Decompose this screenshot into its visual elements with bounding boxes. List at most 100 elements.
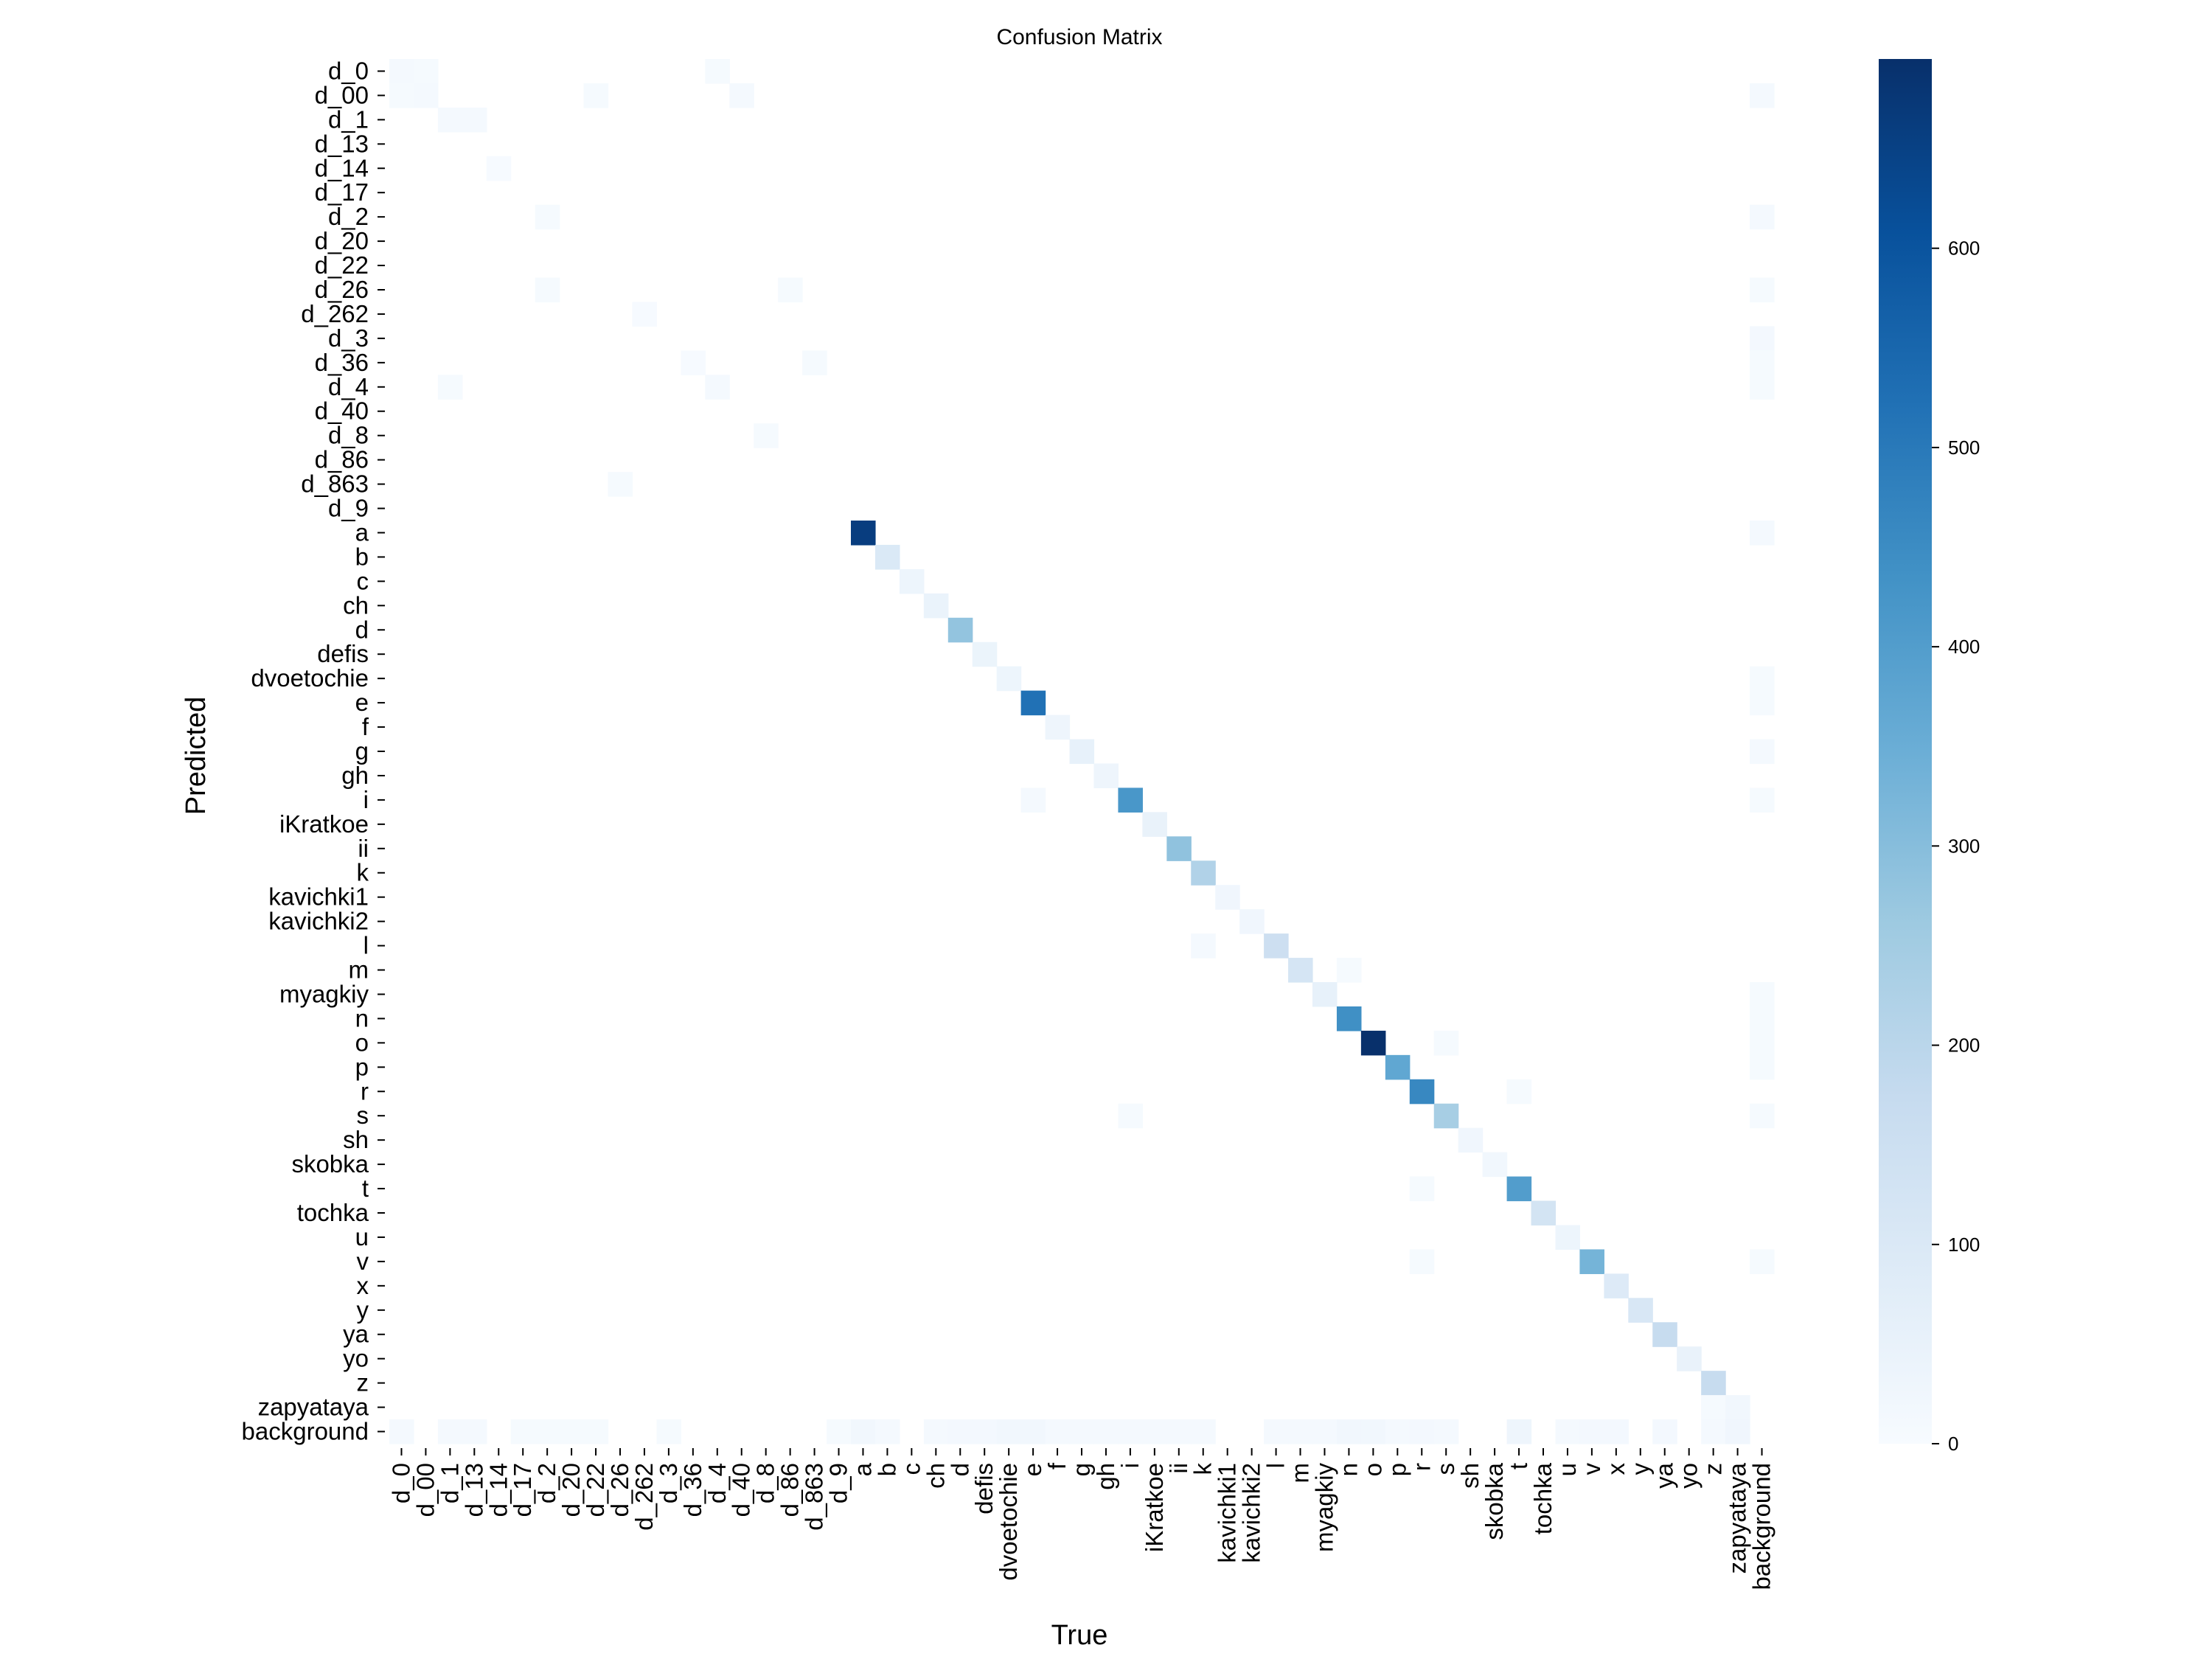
y-tick-label: gh [341, 762, 369, 789]
cell-d_00-background [1750, 83, 1775, 108]
x-tick-label: iKratkoe [1141, 1463, 1168, 1552]
y-tick-label: d_17 [315, 178, 369, 206]
x-tick-label: z [1700, 1463, 1727, 1475]
cell-v-r [1409, 1249, 1435, 1274]
cell-background-defis [972, 1419, 998, 1444]
y-tick-label: kavichki2 [268, 908, 369, 935]
cell-background-u [1555, 1419, 1581, 1444]
x-tick-label: d_22 [582, 1463, 609, 1517]
cell-yo-yo [1677, 1346, 1702, 1371]
y-tick-label: d_0 [328, 57, 369, 84]
cell-n-background [1750, 1006, 1775, 1032]
cell-skobka-skobka [1482, 1152, 1508, 1178]
y-tick-label: d_262 [301, 300, 369, 327]
cell-o-s [1433, 1030, 1459, 1056]
heatmap-cells [389, 59, 1775, 1444]
y-tick-label: myagkiy [279, 980, 369, 1007]
y-tick-label: d_14 [315, 154, 369, 181]
cell-background-x [1604, 1419, 1629, 1444]
y-tick-label: skobka [291, 1150, 369, 1178]
cell-d_00-d_00 [413, 83, 439, 108]
y-tick-label: i [364, 786, 369, 813]
cell-d_4-background [1750, 375, 1775, 400]
cell-m-m [1288, 958, 1313, 983]
cell-background-d [947, 1419, 973, 1444]
y-tick-label: v [357, 1248, 369, 1275]
y-tick-label: a [355, 518, 369, 546]
x-tick-label: f [1043, 1462, 1071, 1470]
cell-e-background [1750, 690, 1775, 716]
cell-l-l [1264, 933, 1289, 959]
cell-d_36-d_36 [681, 350, 706, 375]
y-tick-label: ii [358, 835, 369, 862]
cell-zapyataya-z [1701, 1395, 1726, 1420]
cell-kavichki1-kavichki1 [1215, 885, 1240, 910]
cell-t-r [1409, 1176, 1435, 1202]
cell-background-a [851, 1419, 876, 1444]
cell-background-d_13 [462, 1419, 487, 1444]
colorbar-tick-label: 0 [1948, 1433, 1958, 1455]
y-tick-label: l [364, 932, 369, 959]
cell-background-m [1288, 1419, 1313, 1444]
x-tick-label: d_86 [776, 1463, 804, 1517]
x-tick-label: background [1748, 1463, 1775, 1590]
cell-i-i [1118, 787, 1143, 813]
x-tick-label: u [1554, 1463, 1581, 1476]
cell-gh-gh [1093, 763, 1119, 789]
y-tick-label: t [362, 1175, 369, 1202]
x-tick-label: d_40 [728, 1463, 755, 1517]
x-tick-label: tochka [1529, 1462, 1557, 1534]
cell-d_26-background [1750, 277, 1775, 303]
cell-y-y [1628, 1298, 1653, 1323]
x-tick-label: b [873, 1463, 900, 1476]
x-tick-label: p [1383, 1463, 1411, 1476]
cell-background-n [1336, 1419, 1362, 1444]
cell-d_1-d_1 [437, 107, 463, 133]
cell-d_26-d_86 [778, 277, 803, 303]
y-tick-label: sh [343, 1126, 369, 1153]
y-tick-label: f [362, 713, 369, 740]
cell-t-t [1506, 1176, 1532, 1202]
x-tick-label: ii [1165, 1463, 1192, 1474]
y-tick-label: g [355, 737, 369, 765]
cell-d_0-d_00 [413, 59, 439, 84]
y-tick-label: ch [343, 591, 369, 619]
x-tick-label: v [1578, 1463, 1605, 1475]
cell-background-t [1506, 1419, 1532, 1444]
x-tick-label: ch [922, 1463, 949, 1489]
cell-iKratkoe-iKratkoe [1142, 812, 1167, 837]
x-tick-label: d_13 [460, 1463, 487, 1517]
cell-tochka-tochka [1531, 1200, 1557, 1226]
cell-c-c [899, 568, 925, 594]
cell-d_36-d_863 [802, 350, 827, 375]
cell-myagkiy-background [1750, 982, 1775, 1007]
cell-background-myagkiy [1312, 1419, 1338, 1444]
x-tick-label: e [1019, 1463, 1046, 1476]
cell-background-z [1701, 1419, 1726, 1444]
cell-d-d [947, 617, 973, 643]
cell-background-d_3 [656, 1419, 681, 1444]
cell-d_0-d_4 [705, 59, 730, 84]
cell-d_2-d_2 [535, 204, 560, 230]
y-tick-label: z [357, 1369, 369, 1397]
cell-kavichki2-kavichki2 [1239, 909, 1265, 934]
cell-m-n [1336, 958, 1362, 983]
y-tick-label: d_863 [301, 470, 369, 498]
cell-i-e [1020, 787, 1046, 813]
cell-b-b [874, 544, 900, 570]
y-tick-label: iKratkoe [279, 810, 369, 838]
cell-background-zapyataya [1725, 1419, 1750, 1444]
cell-z-z [1701, 1371, 1726, 1396]
cell-r-t [1506, 1079, 1532, 1105]
cell-dvoetochie-background [1750, 666, 1775, 692]
cell-v-background [1750, 1249, 1775, 1274]
x-tick-label: d_26 [606, 1463, 633, 1517]
y-tick-label: s [357, 1102, 369, 1129]
cell-l-k [1191, 933, 1216, 959]
x-axis-label: True [1051, 1620, 1108, 1651]
cell-d_00-d_22 [583, 83, 609, 108]
x-tick-label: skobka [1481, 1462, 1508, 1540]
cell-a-background [1750, 521, 1775, 546]
x-tick-label: d_4 [703, 1463, 731, 1503]
cell-ch-ch [923, 593, 949, 619]
